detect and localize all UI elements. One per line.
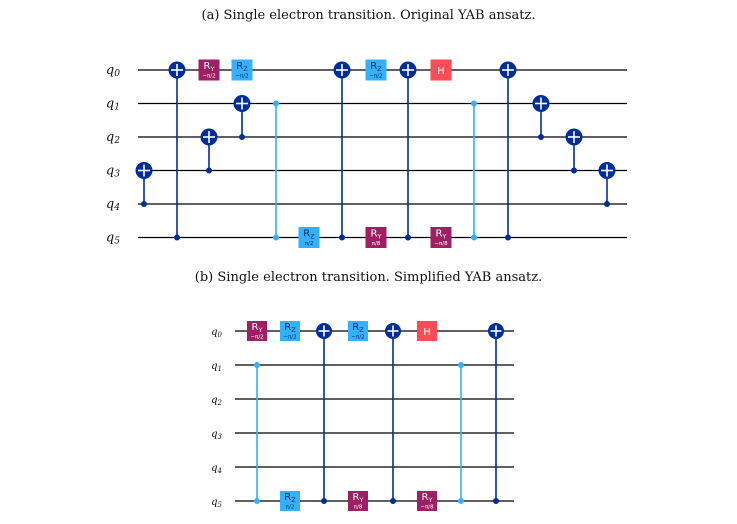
ry-gate: RY−π/8 (417, 491, 437, 511)
ry-gate: RY−π/2 (198, 59, 220, 81)
gate-param: −π/2 (202, 74, 215, 80)
cnot-gate (200, 128, 218, 174)
rz-gate: RZ−π/2 (231, 59, 253, 81)
gate-param: −π/2 (283, 335, 296, 341)
gate-label: RY (353, 492, 364, 504)
cz-dot (458, 362, 464, 368)
cnot-gate (316, 323, 332, 504)
qubit-label-b-q4: q4 (211, 463, 222, 475)
cnot-gate (598, 162, 616, 207)
gate-label: RZ (370, 61, 382, 73)
cnot-gate (488, 323, 504, 504)
cnot-control-dot (321, 498, 327, 504)
rz-gate: RZπ/2 (298, 227, 320, 248)
gate-param: π/8 (354, 505, 363, 511)
qubit-label-a-q2: q2 (106, 130, 120, 146)
gate-label: RZ (303, 229, 315, 241)
gate-label: RY (252, 322, 263, 334)
circuit-a: q0q1q2q3q4q5RY−π/2RZ−π/2RZπ/2RZ−π/2RYπ/8… (106, 59, 627, 248)
cnot-gate (532, 95, 550, 140)
rz-gate: RZ−π/2 (365, 59, 387, 81)
cnot-control-dot (206, 167, 212, 174)
cnot-control-dot (538, 134, 544, 140)
qubit-label-a-q4: q4 (106, 197, 120, 213)
qubit-label-a-q3: q3 (106, 164, 120, 180)
cz-dot (254, 498, 260, 504)
cz-dot (273, 234, 279, 241)
rz-gate: RZ−π/2 (280, 321, 300, 341)
qubit-label-b-q2: q2 (211, 395, 222, 407)
cnot-control-dot (505, 234, 511, 241)
cnot-control-dot (390, 498, 396, 504)
rz-gate: RZπ/2 (280, 491, 300, 511)
cnot-gate (385, 323, 401, 504)
cz-gate (273, 100, 279, 241)
gate-param: π/2 (305, 241, 314, 247)
cnot-control-dot (174, 234, 180, 241)
gate-label: RY (436, 229, 447, 241)
gate-label: RY (371, 229, 382, 241)
cnot-control-dot (493, 498, 499, 504)
cnot-control-dot (141, 201, 147, 207)
gate-param: −π/2 (250, 335, 263, 341)
cnot-gate (565, 128, 583, 174)
circuit-b: q0q1q2q3q4q5RY−π/2RZ−π/2RZπ/2RZ−π/2RYπ/8… (211, 321, 514, 511)
cnot-gate (499, 61, 517, 241)
gate-label: RZ (236, 61, 248, 73)
gate-label: RY (422, 492, 433, 504)
qubit-label-a-q5: q5 (106, 231, 120, 247)
cz-dot (254, 362, 260, 368)
qubit-label-b-q5: q5 (211, 497, 222, 509)
cz-gate (254, 362, 260, 504)
gate-label: H (437, 66, 445, 77)
cnot-gate (399, 61, 417, 241)
cnot-control-dot (339, 234, 345, 241)
cz-dot (471, 234, 477, 241)
qubit-label-b-q1: q1 (211, 361, 222, 373)
ry-gate: RYπ/8 (365, 227, 387, 248)
ry-gate: RY−π/8 (430, 227, 452, 248)
cz-gate (458, 362, 464, 504)
ry-gate: RYπ/8 (348, 491, 368, 511)
cnot-control-dot (405, 234, 411, 241)
qubit-label-b-q3: q3 (211, 429, 222, 441)
cnot-gate (168, 61, 186, 241)
gate-param: −π/2 (369, 74, 382, 80)
cz-dot (471, 100, 477, 107)
qubit-label-b-q0: q0 (211, 327, 222, 339)
cnot-gate (233, 95, 251, 140)
gate-label: RZ (284, 322, 296, 334)
cz-dot (458, 498, 464, 504)
cnot-gate (333, 61, 351, 241)
gate-label: RZ (352, 322, 364, 334)
gate-param: −π/8 (434, 241, 448, 247)
caption-circuit-a: (a) Single electron transition. Original… (201, 8, 536, 23)
caption-circuit-b: (b) Single electron transition. Simplifi… (194, 270, 543, 285)
rz-gate: RZ−π/2 (348, 321, 368, 341)
qubit-label-a-q0: q0 (106, 63, 120, 79)
gate-label: H (423, 327, 431, 338)
cnot-control-dot (604, 201, 610, 207)
ry-gate: RY−π/2 (247, 321, 267, 341)
gate-param: −π/2 (351, 335, 364, 341)
h-gate: H (430, 59, 452, 81)
gate-param: −π/8 (420, 505, 434, 511)
qubit-label-a-q1: q1 (106, 97, 120, 113)
cnot-control-dot (239, 134, 245, 140)
cnot-control-dot (571, 167, 577, 174)
cz-gate (471, 100, 477, 241)
gate-param: −π/2 (235, 74, 248, 80)
gate-label: RZ (284, 492, 296, 504)
gate-label: RY (204, 61, 215, 73)
gate-param: π/8 (372, 241, 381, 247)
h-gate: H (417, 321, 437, 341)
gate-param: π/2 (286, 505, 295, 511)
cnot-gate (135, 162, 153, 207)
cz-dot (273, 100, 279, 107)
